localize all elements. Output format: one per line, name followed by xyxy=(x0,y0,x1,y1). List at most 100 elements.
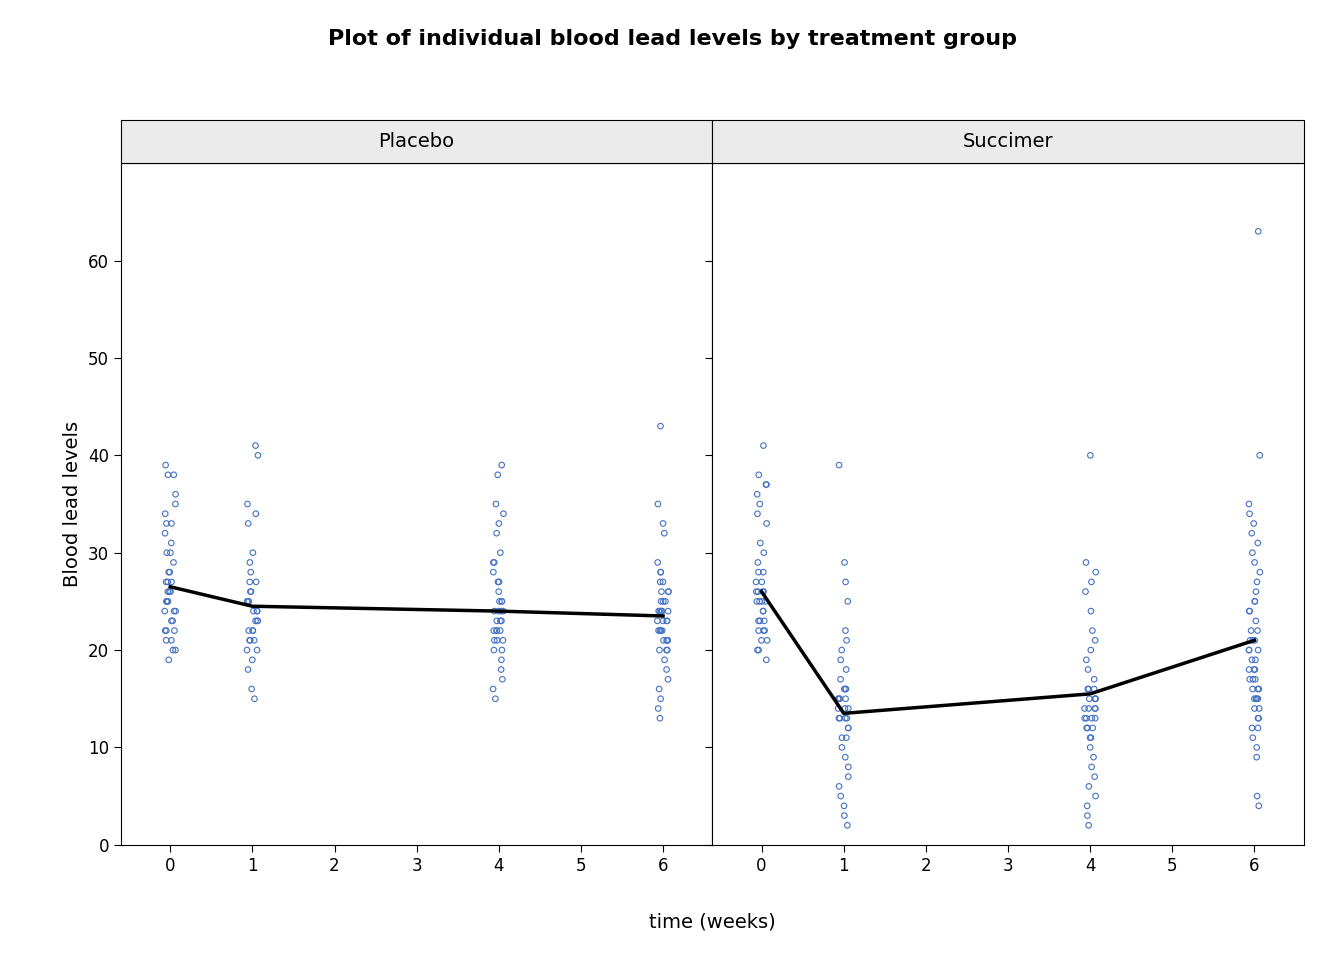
Point xyxy=(239,633,261,648)
Point xyxy=(1243,516,1265,531)
Point xyxy=(657,604,679,619)
Point xyxy=(755,477,777,492)
Point xyxy=(485,691,507,707)
Point xyxy=(163,555,184,570)
Point xyxy=(1075,710,1097,726)
Point xyxy=(747,623,769,638)
Point xyxy=(243,691,265,707)
Point xyxy=(239,584,261,599)
Point xyxy=(1082,623,1103,638)
Point xyxy=(747,555,769,570)
Point xyxy=(1247,710,1269,726)
Point xyxy=(488,584,509,599)
Point xyxy=(163,642,184,658)
Point xyxy=(650,691,672,707)
Point xyxy=(245,613,266,629)
Point xyxy=(750,613,771,629)
Point xyxy=(747,642,769,658)
Point xyxy=(491,642,512,658)
Point xyxy=(239,574,261,589)
Point xyxy=(1249,798,1270,813)
Point xyxy=(246,574,267,589)
Point xyxy=(747,564,769,580)
Point xyxy=(156,516,177,531)
Point xyxy=(1077,808,1098,824)
Point xyxy=(648,682,669,697)
Point xyxy=(482,682,504,697)
Point xyxy=(649,604,671,619)
Point xyxy=(1078,682,1099,697)
Point xyxy=(487,623,508,638)
Point xyxy=(755,593,777,609)
Point xyxy=(484,633,505,648)
Point xyxy=(246,642,267,658)
Point xyxy=(749,496,770,512)
Point xyxy=(837,769,859,784)
Text: time (weeks): time (weeks) xyxy=(649,912,775,931)
Text: Plot of individual blood lead levels by treatment group: Plot of individual blood lead levels by … xyxy=(328,29,1016,49)
Point xyxy=(753,564,774,580)
Point xyxy=(746,574,767,589)
Point xyxy=(482,564,504,580)
Point xyxy=(1079,447,1101,463)
Point xyxy=(485,496,507,512)
Point xyxy=(755,477,777,492)
Point xyxy=(1247,224,1269,239)
Point xyxy=(836,661,857,677)
Point xyxy=(1242,730,1263,745)
Point xyxy=(1245,661,1266,677)
Point xyxy=(833,808,855,824)
Point xyxy=(652,593,673,609)
Point xyxy=(491,604,512,619)
Point xyxy=(159,584,180,599)
Point xyxy=(161,516,183,531)
Point xyxy=(835,701,856,716)
Point xyxy=(156,593,177,609)
Point xyxy=(165,604,187,619)
Point xyxy=(649,710,671,726)
Point xyxy=(489,613,511,629)
Point xyxy=(753,604,774,619)
Point xyxy=(1246,788,1267,804)
Point xyxy=(1077,720,1098,735)
Point xyxy=(1242,672,1263,687)
Point xyxy=(159,564,180,580)
Point xyxy=(828,779,849,794)
Point xyxy=(482,642,504,658)
Point xyxy=(837,720,859,735)
Point xyxy=(1239,506,1261,521)
Point xyxy=(1242,720,1263,735)
Point xyxy=(751,584,773,599)
Point xyxy=(656,642,677,658)
Point xyxy=(837,701,859,716)
Point xyxy=(1238,496,1259,512)
Point xyxy=(491,661,512,677)
Point xyxy=(1083,769,1105,784)
Point xyxy=(1239,604,1261,619)
Point xyxy=(1074,701,1095,716)
Point xyxy=(753,604,774,619)
Point xyxy=(1246,574,1267,589)
Point xyxy=(831,730,852,745)
Point xyxy=(747,642,769,658)
Point xyxy=(746,593,767,609)
Point xyxy=(1245,593,1266,609)
Point xyxy=(156,574,177,589)
Point xyxy=(1082,720,1103,735)
Point xyxy=(489,593,511,609)
Point xyxy=(656,613,677,629)
Point xyxy=(1249,447,1270,463)
Point xyxy=(163,468,184,483)
Point xyxy=(238,593,259,609)
Point xyxy=(836,633,857,648)
Point xyxy=(653,633,675,648)
Point xyxy=(164,604,185,619)
Point xyxy=(657,633,679,648)
Point xyxy=(1075,555,1097,570)
Point xyxy=(238,661,259,677)
Point xyxy=(657,633,679,648)
Point xyxy=(828,710,849,726)
Point xyxy=(1242,652,1263,667)
Point xyxy=(836,710,857,726)
Point xyxy=(650,623,672,638)
